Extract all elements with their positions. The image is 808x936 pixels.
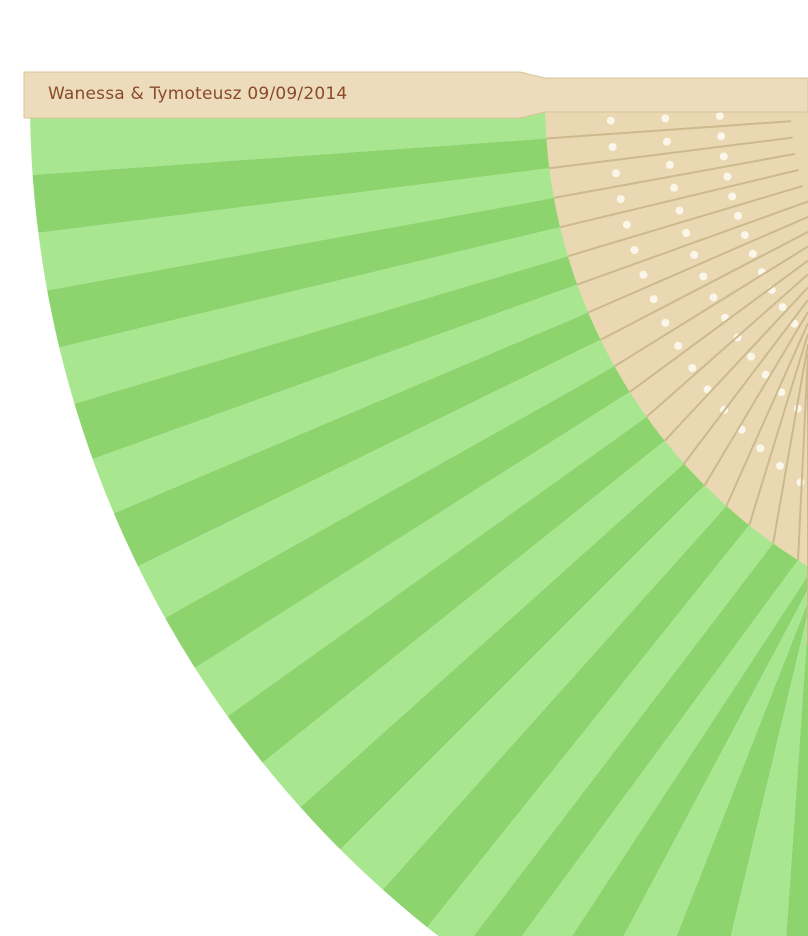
rib-cutout [734,211,742,220]
rib-cutout [674,341,683,350]
bamboo-rib [587,215,808,314]
rib-cutout [777,388,786,397]
fan-pleat [300,463,705,850]
rib-cutout [709,293,718,302]
rib-cutout [630,246,639,254]
rib-cutout [699,272,708,281]
rib-cutout [719,152,728,161]
bamboo-rib [600,231,808,341]
bamboo-rib [559,169,799,229]
fan-pleat [138,339,615,618]
bamboo-rib [549,136,793,170]
bamboo-rib [797,353,808,561]
rib-cutout [747,352,756,361]
bamboo-rib [613,245,808,368]
fan-pleat [522,560,808,936]
rib-cutout [756,444,765,453]
rib-cutout [606,116,615,125]
rib-cutout [728,192,737,201]
engraved-text: Wanessa & Tymoteusz 09/09/2014 [48,84,348,104]
rib-cutout [612,169,620,178]
bamboo-rib [553,152,796,199]
bamboo-rib [683,299,808,465]
bamboo-rib [645,273,808,418]
rib-cutout [740,231,749,240]
rib-cutout [639,270,648,279]
fan-pleat [382,506,750,928]
rib-cutout [608,143,617,151]
rib-cutout [682,228,691,237]
rib-cutout [715,112,724,120]
fan-pleat [32,138,550,233]
fan-pleat [113,312,601,567]
fan-pleat [730,612,808,936]
bamboo-rib [772,343,808,544]
fan-pleat [195,392,647,717]
rib-cutout [661,318,670,327]
guard-stick [23,71,808,119]
fan-pleat [165,366,630,668]
rib-cutout [761,370,770,379]
bamboo-rib [629,259,808,393]
rib-cutout [748,249,757,258]
rib-cutout [662,137,671,146]
fan-pleat [676,601,808,936]
rib-cutout [796,478,805,487]
fan-pleat [74,256,578,460]
rib-cutout [670,183,679,192]
rib-cutout [688,364,697,372]
rib-cutout [776,461,784,470]
bamboo-rib [725,322,808,507]
bamboo-ribs [535,100,808,655]
rib-cutout [690,250,699,259]
rib-cutout [616,195,625,204]
fan-pleat [786,622,808,936]
fan-pleat [572,575,808,936]
bamboo-rib [567,184,804,258]
bamboo-rib [748,333,808,526]
fan-pleat [59,227,568,404]
rib-cutout [661,114,670,123]
fan-pleat [227,416,665,763]
fan-pleat [92,284,589,514]
fan-pleat [262,440,684,808]
rib-cutout [675,206,684,215]
fan-pleat [473,543,798,936]
rib-cutout [723,172,732,181]
fan-pleat [340,485,727,890]
fan-pleat [38,168,554,291]
bamboo-rib [576,200,808,286]
bamboo-rib [703,311,808,486]
bamboo-rib [663,286,808,442]
rib-cutout [778,303,787,312]
rib-cutout [649,295,658,304]
bamboo-rib [546,120,792,140]
fan-pleat [427,525,774,936]
rib-cutout [622,220,631,229]
fan-pleat [623,589,808,936]
fan-pleat [30,108,547,175]
rib-cutout [717,132,726,141]
fan-pleat [47,197,561,348]
rib-cutout [665,160,674,169]
